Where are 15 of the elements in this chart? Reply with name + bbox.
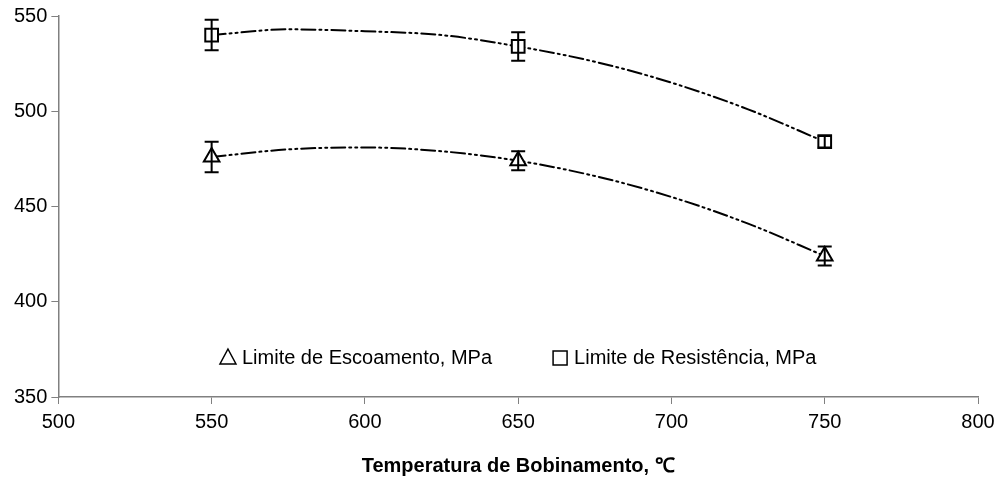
legend-label: Limite de Resistência, MPa <box>574 345 818 368</box>
y-tick-label: 350 <box>13 384 48 407</box>
x-tick-label: 550 <box>194 409 229 432</box>
x-tick-label: 650 <box>501 409 535 432</box>
x-axis-title: Temperatura de Bobinamento, ℃ <box>361 453 675 476</box>
legend-label: Limite de Escoamento, MPa <box>241 345 493 368</box>
y-tick-label: 550 <box>13 3 48 26</box>
x-tick-label: 600 <box>348 409 382 432</box>
y-tick-label: 450 <box>13 194 48 217</box>
y-tick-label: 400 <box>13 289 48 312</box>
x-tick-label: 750 <box>808 409 842 432</box>
x-tick-label: 500 <box>41 409 76 432</box>
x-tick-label: 700 <box>654 409 689 432</box>
x-tick-label: 800 <box>961 409 995 432</box>
y-tick-label: 500 <box>13 98 48 121</box>
